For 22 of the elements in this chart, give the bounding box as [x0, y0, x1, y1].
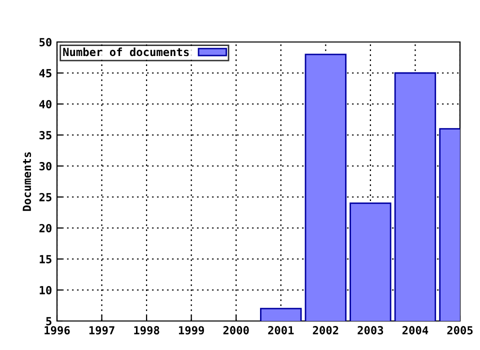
- y-tick-label: 20: [39, 224, 52, 232]
- x-tick-label: 2001: [268, 326, 294, 334]
- y-tick-label: 40: [39, 100, 52, 108]
- x-tick-label: 2003: [358, 326, 384, 334]
- x-tick-label: 1996: [44, 326, 70, 335]
- y-tick-label: 45: [39, 69, 52, 78]
- y-tick-label: 5: [46, 317, 52, 326]
- y-tick-label: 30: [39, 162, 52, 170]
- x-tick-label: 1999: [178, 326, 204, 335]
- x-tick-label: 1997: [89, 326, 114, 335]
- y-tick-label: 25: [39, 192, 52, 202]
- y-axis-title: Documents: [22, 152, 32, 211]
- x-tick-label: 2002: [312, 326, 338, 334]
- y-tick-label: 50: [40, 38, 52, 46]
- y-tick-label: 15: [40, 255, 52, 264]
- y-tick-label: 35: [39, 130, 52, 140]
- x-tick-label: 2005: [447, 326, 473, 334]
- x-tick-label: 1998: [134, 326, 160, 335]
- legend-label: Number of documents: [63, 48, 189, 56]
- x-tick-label: 2000: [223, 326, 249, 334]
- y-tick-label: 10: [40, 286, 52, 294]
- x-tick-label: 2004: [402, 326, 428, 334]
